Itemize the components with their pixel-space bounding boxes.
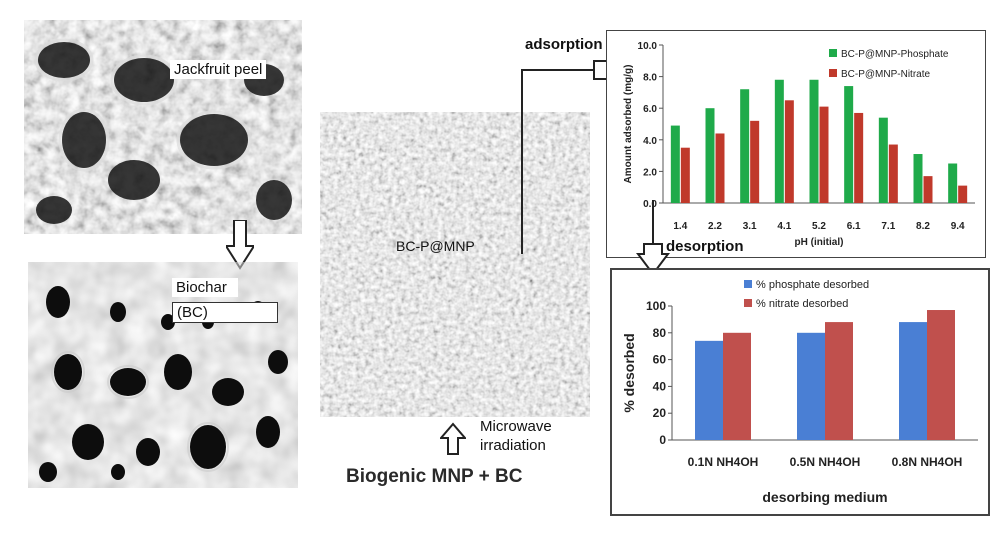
bar-s2 [924, 176, 933, 203]
bar-s1 [695, 341, 723, 440]
legend-swatch [744, 280, 752, 288]
y-axis-label: Amount adsorbed (mg/g) [623, 65, 634, 184]
x-tick-label: 2.2 [708, 221, 722, 232]
x-tick-label: 0.8N NH4OH [892, 455, 963, 469]
x-tick-label: 3.1 [743, 221, 757, 232]
y-tick-label: 60 [653, 353, 667, 367]
y-tick-label: 8.0 [643, 73, 657, 84]
adsorption-label: adsorption [525, 36, 603, 53]
x-tick-label: 9.4 [951, 221, 965, 232]
bar-s2 [785, 100, 794, 203]
y-tick-label: 80 [653, 326, 667, 340]
desorption-chart: 0 20 40 60 80 100 0.1N NH4OH 0.5N NH4OH 0.8N NH4… [610, 268, 990, 516]
legend-label: BC-P@MNP-Nitrate [841, 69, 930, 80]
bar-s2 [889, 145, 898, 203]
bar-s1 [844, 86, 853, 203]
bar-s1 [914, 154, 923, 203]
bar-s1 [948, 164, 957, 204]
y-tick-label: 20 [653, 406, 667, 420]
y-tick-label: 2.0 [643, 167, 657, 178]
x-tick-label: 0.1N NH4OH [688, 455, 759, 469]
y-tick-label: 100 [646, 299, 666, 313]
biochar-micrograph [28, 262, 298, 488]
bar-s2 [723, 333, 751, 440]
legend-swatch [744, 299, 752, 307]
desorption-label: desorption [666, 238, 744, 255]
bar-s2 [820, 107, 829, 203]
biochar-label: Biochar [172, 278, 238, 297]
bar-s2 [750, 121, 759, 203]
bar-s2 [681, 148, 690, 203]
microwave-label: Microwave [480, 418, 552, 435]
bar-s1 [899, 322, 927, 440]
bar-s1 [671, 126, 680, 203]
y-axis-label: % desorbed [621, 333, 637, 412]
x-tick-label: 6.1 [847, 221, 861, 232]
bar-s2 [854, 113, 863, 203]
bar-s1 [879, 118, 888, 203]
bar-s2 [927, 310, 955, 440]
jackfruit-peel-micrograph [24, 20, 302, 234]
precursor-label: Biogenic MNP + BC [346, 466, 522, 488]
bar-s1 [797, 333, 825, 440]
bar-s1 [706, 108, 715, 203]
composite-label: BC-P@MNP [396, 238, 475, 254]
legend-label: % nitrate desorbed [756, 298, 848, 310]
legend-swatch [829, 69, 837, 77]
y-tick-label: 4.0 [643, 136, 657, 147]
desorption-connector [636, 200, 670, 278]
irradiation-label: irradiation [480, 437, 546, 454]
x-tick-label: 4.1 [777, 221, 791, 232]
bar-s2 [958, 186, 967, 203]
y-tick-label: 40 [653, 379, 667, 393]
x-tick-label: 5.2 [812, 221, 826, 232]
x-axis-label: desorbing medium [762, 489, 887, 505]
x-tick-label: 1.4 [673, 221, 687, 232]
x-tick-label: 0.5N NH4OH [790, 455, 861, 469]
y-tick-label: 0 [659, 433, 666, 447]
bar-s1 [775, 80, 784, 203]
bar-s2 [825, 322, 853, 440]
x-tick-label: 8.2 [916, 221, 930, 232]
legend-label: % phosphate desorbed [756, 279, 869, 291]
y-tick-label: 6.0 [643, 104, 657, 115]
legend-swatch [829, 49, 837, 57]
legend-label: BC-P@MNP-Phosphate [841, 49, 949, 60]
up-arrow-icon [440, 422, 466, 456]
bar-s1 [740, 89, 749, 203]
bar-s1 [810, 80, 819, 203]
bar-s2 [716, 133, 725, 203]
jackfruit-peel-label: Jackfruit peel [170, 60, 266, 79]
x-axis-label: pH (initial) [795, 237, 844, 248]
y-tick-label: 10.0 [638, 41, 658, 52]
biochar-abbrev-label: (BC) [172, 302, 278, 323]
x-tick-label: 7.1 [881, 221, 895, 232]
